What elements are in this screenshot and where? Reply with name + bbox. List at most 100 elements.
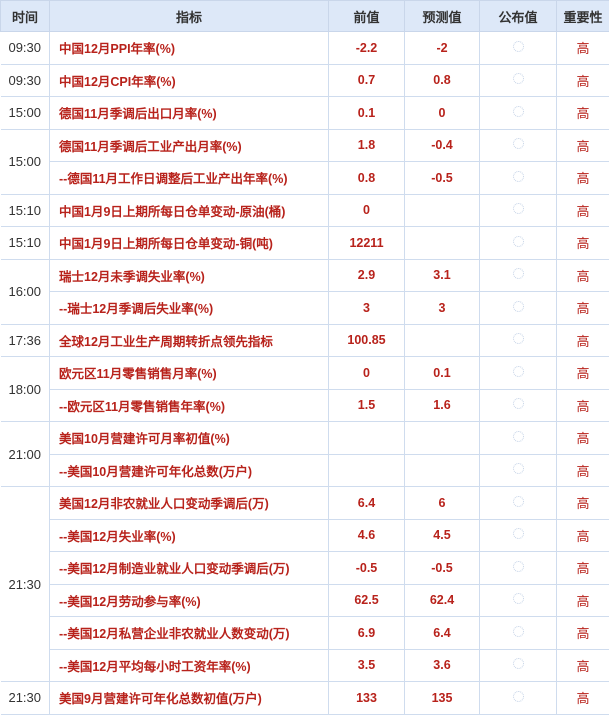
previous-value: 1.8 [329,129,405,162]
indicator-name: --美国12月制造业就业人口变动季调后(万) [50,552,329,585]
previous-value: 133 [329,682,405,715]
indicator-name: 美国12月非农就业人口变动季调后(万) [50,487,329,520]
importance-value: 高 [557,357,609,390]
actual-value [480,324,557,357]
indicator-name: 中国12月PPI年率(%) [50,32,329,65]
header-forecast: 预测值 [405,1,480,32]
importance-value: 高 [557,617,609,650]
forecast-value: 62.4 [405,584,480,617]
importance-value: 高 [557,32,609,65]
previous-value: 4.6 [329,519,405,552]
previous-value: 62.5 [329,584,405,617]
actual-value [480,227,557,260]
header-time: 时间 [1,1,50,32]
time-cell: 21:00 [1,422,50,487]
importance-value: 高 [557,227,609,260]
loading-spinner-icon [513,171,524,182]
indicator-name: 欧元区11月零售销售月率(%) [50,357,329,390]
importance-value: 高 [557,259,609,292]
forecast-value: 3.1 [405,259,480,292]
loading-spinner-icon [513,658,524,669]
importance-value: 高 [557,682,609,715]
actual-value [480,454,557,487]
indicator-name: 德国11月季调后出口月率(%) [50,97,329,130]
indicator-name: 中国12月CPI年率(%) [50,64,329,97]
importance-value: 高 [557,324,609,357]
forecast-value: 135 [405,682,480,715]
header-actual: 公布值 [480,1,557,32]
indicator-name: --美国12月平均每小时工资年率(%) [50,649,329,682]
actual-value [480,162,557,195]
forecast-value: 0.1 [405,357,480,390]
loading-spinner-icon [513,333,524,344]
forecast-value [405,422,480,455]
forecast-value: 4.5 [405,519,480,552]
previous-value: 12211 [329,227,405,260]
loading-spinner-icon [513,593,524,604]
previous-value [329,454,405,487]
importance-value: 高 [557,129,609,162]
importance-value: 高 [557,389,609,422]
forecast-value: 0 [405,97,480,130]
actual-value [480,649,557,682]
time-cell: 16:00 [1,259,50,324]
time-cell: 15:10 [1,227,50,260]
loading-spinner-icon [513,268,524,279]
table-row[interactable]: --美国10月营建许可年化总数(万户)高 [1,454,609,487]
actual-value [480,519,557,552]
actual-value [480,32,557,65]
importance-value: 高 [557,487,609,520]
indicator-name: --美国12月失业率(%) [50,519,329,552]
importance-value: 高 [557,422,609,455]
previous-value [329,422,405,455]
indicator-name: --德国11月工作日调整后工业产出年率(%) [50,162,329,195]
forecast-value: -2 [405,32,480,65]
indicator-name: 中国1月9日上期所每日仓单变动-铜(吨) [50,227,329,260]
importance-value: 高 [557,97,609,130]
loading-spinner-icon [513,41,524,52]
forecast-value [405,454,480,487]
previous-value: -0.5 [329,552,405,585]
importance-value: 高 [557,649,609,682]
loading-spinner-icon [513,496,524,507]
importance-value: 高 [557,64,609,97]
previous-value: 3 [329,292,405,325]
loading-spinner-icon [513,366,524,377]
importance-value: 高 [557,519,609,552]
forecast-value: 0.8 [405,64,480,97]
forecast-value: 6.4 [405,617,480,650]
header-row: 时间 指标 前值 预测值 公布值 重要性 [1,1,609,32]
previous-value: 1.5 [329,389,405,422]
actual-value [480,97,557,130]
forecast-value: 3.6 [405,649,480,682]
forecast-value [405,324,480,357]
loading-spinner-icon [513,431,524,442]
previous-value: 6.4 [329,487,405,520]
actual-value [480,552,557,585]
actual-value [480,64,557,97]
importance-value: 高 [557,194,609,227]
loading-spinner-icon [513,203,524,214]
forecast-value [405,227,480,260]
